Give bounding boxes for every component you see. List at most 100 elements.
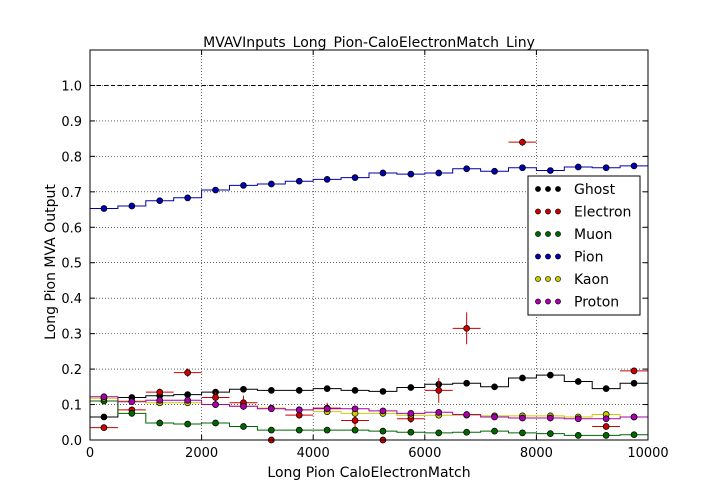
data-point-muon [574,432,582,439]
data-point-proton [268,405,275,413]
x-tick-label: 10000 [627,446,668,461]
x-tick-label: 2000 [185,446,218,461]
data-point-muon [435,429,443,437]
data-point-muon [323,426,331,434]
series-line-proton [90,396,648,420]
data-point-electron [602,423,610,430]
legend-marker-ghost [535,186,541,192]
data-point-muon [519,429,526,437]
y-tick-label: 0.1 [61,399,82,414]
data-point-electron [100,424,108,431]
data-point-pion [546,167,554,174]
data-point-pion [379,169,387,177]
data-point-proton [407,410,415,417]
data-point-muon [379,427,387,435]
data-point-ghost [602,385,610,392]
data-point-pion [156,197,164,205]
y-tick-label: 0.7 [61,186,82,201]
data-point-ghost [630,379,638,387]
data-point-ghost [463,379,470,387]
x-axis-label: Long Pion CaloElectronMatch [267,465,470,481]
y-tick-label: 0.4 [61,292,82,307]
y-tick-label: 1.0 [61,79,82,94]
data-point-proton [351,405,359,413]
data-point-muon [630,431,638,439]
data-point-electron [212,394,219,401]
data-point-muon [463,428,470,436]
data-point-proton [240,402,247,410]
legend-marker-electron [535,208,541,215]
legend-marker-electron [555,208,561,215]
data-point-electron [519,138,526,146]
data-point-ghost [323,385,331,392]
legend-marker-kaon [535,276,541,282]
legend-label-muon: Muon [574,227,612,243]
legend-box [527,175,641,316]
data-point-ghost [491,383,498,391]
x-tick-label: 4000 [297,446,330,461]
legend-marker-proton [535,298,541,305]
data-point-electron [435,387,443,394]
legend-marker-muon [545,231,551,237]
series-line-ghost [90,374,648,418]
y-tick-label: 0.8 [61,150,82,165]
y-tick-label: 0.3 [61,328,82,343]
data-point-muon [128,410,136,417]
data-point-muon [602,432,610,439]
data-point-pion [491,167,498,175]
data-point-ghost [574,378,582,385]
data-point-muon [295,426,303,434]
data-point-proton [546,414,554,422]
legend-marker-muon [555,231,561,237]
legend-marker-kaon [555,276,561,282]
data-point-proton [379,407,387,415]
data-point-pion [212,186,219,194]
data-point-ghost [184,391,191,398]
data-point-proton [323,405,331,413]
data-point-muon [407,428,415,436]
data-point-pion [184,194,191,202]
data-point-muon [240,423,247,430]
legend-marker-proton [555,298,561,305]
data-point-pion [630,162,638,170]
axes-frame [89,49,649,441]
y-tick-label: 0.0 [61,434,82,449]
data-point-ghost [295,387,303,394]
x-tick-label: 0 [86,446,94,461]
data-point-electron [630,367,638,375]
legend-marker-electron [545,208,551,215]
data-point-proton [602,415,610,423]
y-axis-label: Long Pion MVA Output [43,184,59,340]
legend-marker-pion [545,253,551,260]
legend-marker-muon [535,231,541,237]
data-point-muon [212,419,219,427]
data-point-proton [100,393,108,401]
legend-label-kaon: Kaon [574,272,609,288]
data-point-pion [574,163,582,171]
data-point-electron [463,324,470,332]
data-point-pion [100,205,108,212]
legend-label-proton: Proton [574,295,619,311]
data-point-proton [463,411,470,418]
legend-label-ghost: Ghost [574,182,616,198]
data-point-electron [156,388,164,396]
y-tick-label: 0.9 [61,115,82,130]
data-point-ghost [519,374,526,382]
data-point-muon [156,419,164,427]
data-point-muon [351,426,359,434]
data-point-pion [407,170,415,178]
y-tick-label: 0.6 [61,221,82,236]
data-point-pion [351,174,359,181]
data-point-ghost [100,413,108,421]
data-point-pion [128,202,136,210]
data-point-muon [184,420,191,428]
data-point-proton [184,396,191,404]
legend-label-electron: Electron [574,205,631,221]
data-point-pion [268,180,275,188]
data-point-proton [630,413,638,421]
chart-title: MVAVInputs_Long_Pion-CaloElectronMatch_L… [203,35,535,51]
data-point-muon [491,427,498,435]
legend-marker-proton [545,298,551,305]
data-point-ghost [379,388,387,395]
legend-marker-kaon [545,276,551,282]
